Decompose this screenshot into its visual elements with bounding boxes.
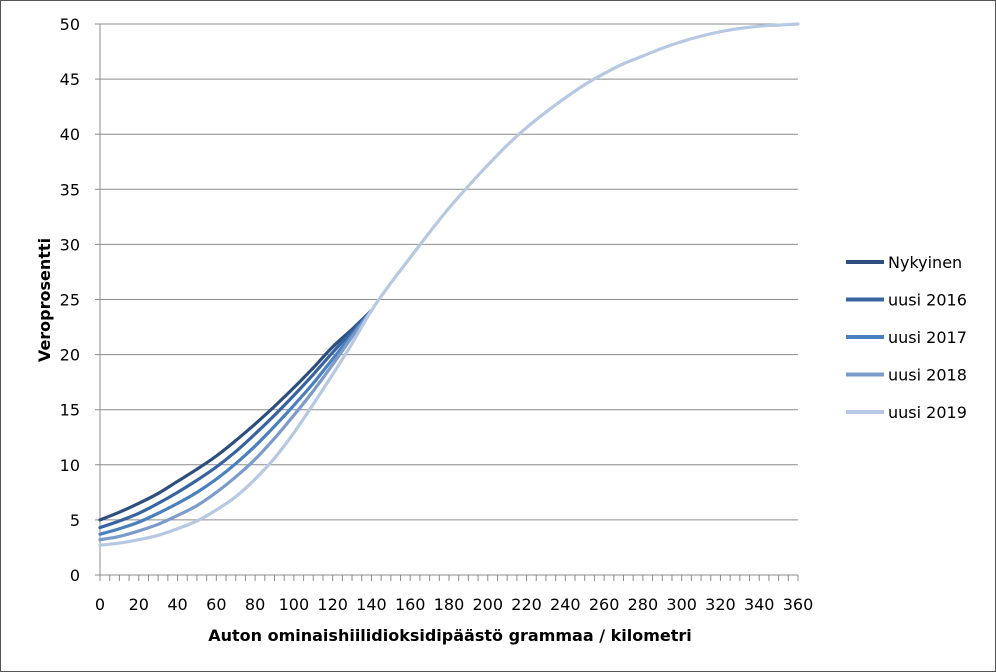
legend-label: uusi 2019 bbox=[888, 403, 967, 422]
series-line-5 bbox=[98, 22, 800, 547]
series-line-2 bbox=[98, 308, 374, 530]
y-tick-label: 40 bbox=[60, 125, 80, 144]
legend-label: Nykyinen bbox=[888, 253, 962, 272]
x-tick-label: 280 bbox=[628, 595, 659, 614]
x-axis-ticks: 0 20 40 60 80 100 120 140 160 180 200 220 240 260 280 3… bbox=[95, 575, 813, 614]
x-tick-label: 200 bbox=[473, 595, 504, 614]
series-line-3 bbox=[98, 308, 374, 536]
x-axis-title: Auton ominaishiilidioksidipäästö grammaa… bbox=[208, 626, 692, 645]
x-tick-label: 140 bbox=[356, 595, 387, 614]
y-axis-title: Veroprosentti bbox=[35, 238, 54, 362]
x-tick-label: 320 bbox=[705, 595, 736, 614]
y-tick-label: 10 bbox=[60, 456, 80, 475]
y-tick-label: 30 bbox=[60, 235, 80, 254]
x-tick-label: 300 bbox=[666, 595, 697, 614]
y-axis-ticks: 0 5 10 15 20 25 30 35 40 45 50 bbox=[60, 15, 100, 585]
x-tick-label: 40 bbox=[167, 595, 187, 614]
x-tick-label: 60 bbox=[206, 595, 226, 614]
series-line-4 bbox=[98, 308, 374, 542]
x-tick-label: 360 bbox=[783, 595, 814, 614]
series-lines bbox=[98, 22, 800, 547]
legend-label: uusi 2018 bbox=[888, 366, 967, 385]
x-tick-label: 180 bbox=[434, 595, 465, 614]
y-tick-label: 5 bbox=[70, 511, 80, 530]
y-tick-label: 45 bbox=[60, 70, 80, 89]
x-tick-label: 120 bbox=[317, 595, 348, 614]
series-line-1 bbox=[98, 308, 374, 522]
y-tick-label: 20 bbox=[60, 346, 80, 365]
x-tick-label: 80 bbox=[245, 595, 265, 614]
gridlines bbox=[100, 23, 798, 521]
x-tick-label: 220 bbox=[511, 595, 542, 614]
y-tick-label: 50 bbox=[60, 15, 80, 34]
legend-label: uusi 2017 bbox=[888, 328, 967, 347]
y-tick-label: 15 bbox=[60, 401, 80, 420]
legend: Nykyinen uusi 2016 uusi 2017 uusi 2018 uusi … bbox=[846, 253, 967, 422]
legend-label: uusi 2016 bbox=[888, 291, 967, 310]
x-tick-label: 100 bbox=[279, 595, 310, 614]
y-tick-label: 35 bbox=[60, 180, 80, 199]
x-tick-label: 240 bbox=[550, 595, 581, 614]
y-tick-label: 25 bbox=[60, 291, 80, 310]
x-tick-label: 0 bbox=[95, 595, 105, 614]
x-tick-label: 260 bbox=[589, 595, 620, 614]
x-tick-label: 20 bbox=[129, 595, 149, 614]
y-tick-label: 0 bbox=[70, 566, 80, 585]
x-tick-label: 160 bbox=[395, 595, 426, 614]
x-tick-label: 340 bbox=[744, 595, 775, 614]
